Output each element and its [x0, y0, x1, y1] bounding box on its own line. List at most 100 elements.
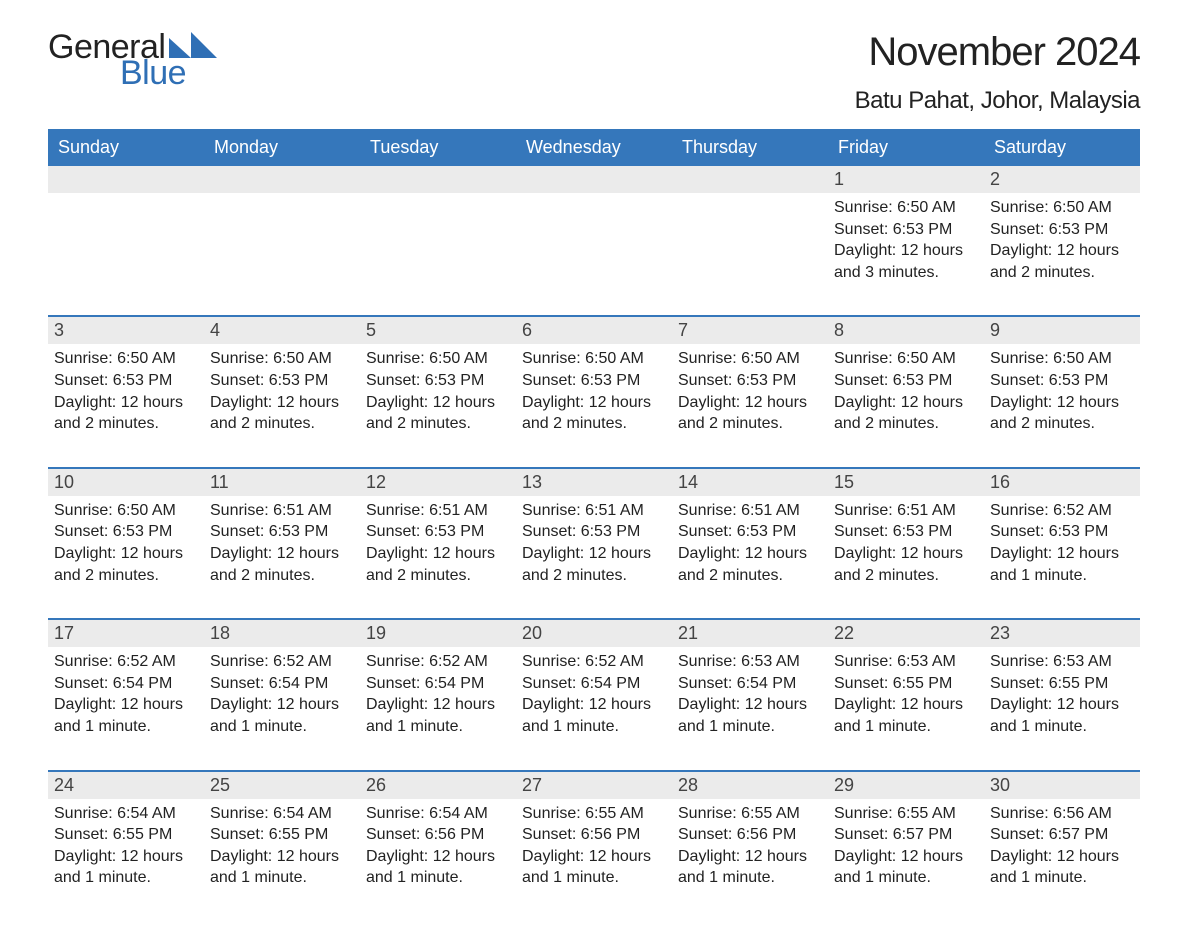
- sunset-text: Sunset: 6:57 PM: [990, 824, 1134, 846]
- day-cell: 22Sunrise: 6:53 AMSunset: 6:55 PMDayligh…: [828, 620, 984, 755]
- sunrise-text: Sunrise: 6:52 AM: [522, 651, 666, 673]
- daylight-text: Daylight: 12 hours and 2 minutes.: [210, 392, 354, 435]
- sunrise-text: Sunrise: 6:54 AM: [54, 803, 198, 825]
- sunset-text: Sunset: 6:53 PM: [522, 370, 666, 392]
- day-info: Sunrise: 6:56 AMSunset: 6:57 PMDaylight:…: [990, 803, 1134, 889]
- daylight-text: Daylight: 12 hours and 2 minutes.: [990, 240, 1134, 283]
- day-info: Sunrise: 6:55 AMSunset: 6:56 PMDaylight:…: [678, 803, 822, 889]
- sunset-text: Sunset: 6:53 PM: [990, 219, 1134, 241]
- day-info: Sunrise: 6:53 AMSunset: 6:54 PMDaylight:…: [678, 651, 822, 737]
- day-info: Sunrise: 6:54 AMSunset: 6:55 PMDaylight:…: [210, 803, 354, 889]
- daylight-text: Daylight: 12 hours and 1 minute.: [54, 694, 198, 737]
- day-info: Sunrise: 6:54 AMSunset: 6:56 PMDaylight:…: [366, 803, 510, 889]
- daylight-text: Daylight: 12 hours and 1 minute.: [366, 846, 510, 889]
- daylight-text: Daylight: 12 hours and 2 minutes.: [54, 543, 198, 586]
- day-cell: 4Sunrise: 6:50 AMSunset: 6:53 PMDaylight…: [204, 317, 360, 452]
- daylight-text: Daylight: 12 hours and 1 minute.: [834, 846, 978, 889]
- day-number: 8: [828, 317, 984, 344]
- day-number: 14: [672, 469, 828, 496]
- day-cell: 15Sunrise: 6:51 AMSunset: 6:53 PMDayligh…: [828, 469, 984, 604]
- sunset-text: Sunset: 6:53 PM: [990, 370, 1134, 392]
- day-info: Sunrise: 6:50 AMSunset: 6:53 PMDaylight:…: [834, 348, 978, 434]
- day-number: 9: [984, 317, 1140, 344]
- day-number: 30: [984, 772, 1140, 799]
- day-number: 20: [516, 620, 672, 647]
- day-cell: 20Sunrise: 6:52 AMSunset: 6:54 PMDayligh…: [516, 620, 672, 755]
- sunset-text: Sunset: 6:53 PM: [834, 219, 978, 241]
- day-cell: [360, 166, 516, 301]
- sunrise-text: Sunrise: 6:52 AM: [210, 651, 354, 673]
- sunset-text: Sunset: 6:56 PM: [522, 824, 666, 846]
- daylight-text: Daylight: 12 hours and 2 minutes.: [522, 392, 666, 435]
- day-cell: 5Sunrise: 6:50 AMSunset: 6:53 PMDaylight…: [360, 317, 516, 452]
- day-info: Sunrise: 6:52 AMSunset: 6:54 PMDaylight:…: [210, 651, 354, 737]
- sunrise-text: Sunrise: 6:50 AM: [210, 348, 354, 370]
- day-cell: 13 Sunrise: 6:51 AMSunset: 6:53 PMDayligh…: [516, 469, 672, 604]
- day-cell: 25Sunrise: 6:54 AMSunset: 6:55 PMDayligh…: [204, 772, 360, 907]
- day-number: 15: [828, 469, 984, 496]
- daylight-text: Daylight: 12 hours and 1 minute.: [990, 846, 1134, 889]
- weekday-col: Monday: [204, 129, 360, 166]
- day-cell: 8 Sunrise: 6:50 AMSunset: 6:53 PMDaylight…: [828, 317, 984, 452]
- week-row: 24Sunrise: 6:54 AMSunset: 6:55 PMDayligh…: [48, 770, 1140, 907]
- daylight-text: Daylight: 12 hours and 2 minutes.: [54, 392, 198, 435]
- day-number: 24: [48, 772, 204, 799]
- day-number: 13: [516, 469, 672, 496]
- weekday-col: Friday: [828, 129, 984, 166]
- sunset-text: Sunset: 6:53 PM: [678, 370, 822, 392]
- sunrise-text: Sunrise: 6:50 AM: [834, 348, 978, 370]
- location-subtitle: Batu Pahat, Johor, Malaysia: [855, 87, 1140, 115]
- sunset-text: Sunset: 6:54 PM: [210, 673, 354, 695]
- day-cell: 27Sunrise: 6:55 AMSunset: 6:56 PMDayligh…: [516, 772, 672, 907]
- day-number: 4: [204, 317, 360, 344]
- day-number: 6: [516, 317, 672, 344]
- day-cell: 29Sunrise: 6:55 AMSunset: 6:57 PMDayligh…: [828, 772, 984, 907]
- day-info: Sunrise: 6:51 AMSunset: 6:53 PMDaylight:…: [522, 500, 666, 586]
- day-info: Sunrise: 6:50 AMSunset: 6:53 PMDaylight:…: [834, 197, 978, 283]
- daylight-text: Daylight: 12 hours and 2 minutes.: [366, 392, 510, 435]
- day-number: 21: [672, 620, 828, 647]
- day-number: 10: [48, 469, 204, 496]
- day-cell: 18Sunrise: 6:52 AMSunset: 6:54 PMDayligh…: [204, 620, 360, 755]
- sunset-text: Sunset: 6:54 PM: [54, 673, 198, 695]
- sunrise-text: Sunrise: 6:53 AM: [678, 651, 822, 673]
- sunset-text: Sunset: 6:53 PM: [834, 370, 978, 392]
- day-cell: 9Sunrise: 6:50 AMSunset: 6:53 PMDaylight…: [984, 317, 1140, 452]
- sunset-text: Sunset: 6:53 PM: [678, 521, 822, 543]
- sunrise-text: Sunrise: 6:50 AM: [54, 500, 198, 522]
- day-cell: 23Sunrise: 6:53 AMSunset: 6:55 PMDayligh…: [984, 620, 1140, 755]
- sunset-text: Sunset: 6:56 PM: [366, 824, 510, 846]
- sunrise-text: Sunrise: 6:50 AM: [834, 197, 978, 219]
- sunrise-text: Sunrise: 6:54 AM: [366, 803, 510, 825]
- sunset-text: Sunset: 6:53 PM: [834, 521, 978, 543]
- sunrise-text: Sunrise: 6:50 AM: [990, 348, 1134, 370]
- day-number: [516, 166, 672, 193]
- day-number: 22: [828, 620, 984, 647]
- daylight-text: Daylight: 12 hours and 1 minute.: [210, 846, 354, 889]
- day-info: Sunrise: 6:50 AMSunset: 6:53 PMDaylight:…: [366, 348, 510, 434]
- day-cell: 28Sunrise: 6:55 AMSunset: 6:56 PMDayligh…: [672, 772, 828, 907]
- sunset-text: Sunset: 6:54 PM: [522, 673, 666, 695]
- day-cell: 7Sunrise: 6:50 AMSunset: 6:53 PMDaylight…: [672, 317, 828, 452]
- day-cell: 2Sunrise: 6:50 AMSunset: 6:53 PMDaylight…: [984, 166, 1140, 301]
- sunset-text: Sunset: 6:53 PM: [54, 521, 198, 543]
- day-cell: 10 Sunrise: 6:50 AMSunset: 6:53 PMDayligh…: [48, 469, 204, 604]
- day-number: [48, 166, 204, 193]
- day-cell: 14Sunrise: 6:51 AMSunset: 6:53 PMDayligh…: [672, 469, 828, 604]
- day-info: Sunrise: 6:55 AMSunset: 6:57 PMDaylight:…: [834, 803, 978, 889]
- sunrise-text: Sunrise: 6:50 AM: [54, 348, 198, 370]
- sunset-text: Sunset: 6:53 PM: [366, 370, 510, 392]
- daylight-text: Daylight: 12 hours and 2 minutes.: [834, 543, 978, 586]
- day-info: Sunrise: 6:55 AMSunset: 6:56 PMDaylight:…: [522, 803, 666, 889]
- weekday-col: Saturday: [984, 129, 1140, 166]
- day-cell: 17Sunrise: 6:52 AMSunset: 6:54 PMDayligh…: [48, 620, 204, 755]
- week-row: 10Sunrise: 6:50 AMSunset: 6:53 PMDayligh…: [48, 467, 1140, 604]
- day-cell: 6Sunrise: 6:50 AMSunset: 6:53 PMDaylight…: [516, 317, 672, 452]
- day-info: Sunrise: 6:54 AMSunset: 6:55 PMDaylight:…: [54, 803, 198, 889]
- daylight-text: Daylight: 12 hours and 1 minute.: [990, 694, 1134, 737]
- day-cell: 12Sunrise: 6:51 AMSunset: 6:53 PMDayligh…: [360, 469, 516, 604]
- sunrise-text: Sunrise: 6:51 AM: [678, 500, 822, 522]
- daylight-text: Daylight: 12 hours and 2 minutes.: [210, 543, 354, 586]
- day-number: 11: [204, 469, 360, 496]
- day-number: [204, 166, 360, 193]
